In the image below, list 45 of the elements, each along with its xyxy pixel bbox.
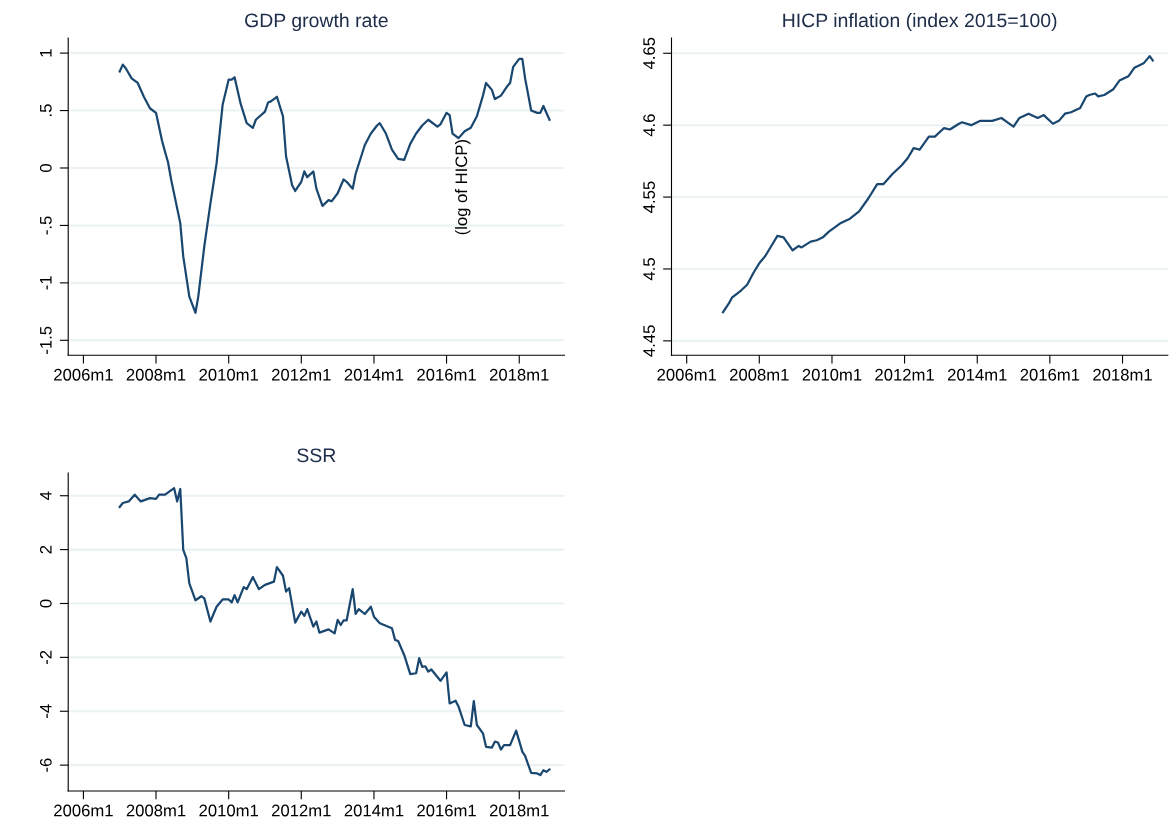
x-tick-label: 2016m1: [417, 804, 476, 817]
y-tick-label: 4.55: [643, 181, 656, 213]
x-tick-label: 2006m1: [54, 804, 113, 817]
y-tick-label: 0: [39, 599, 52, 608]
y-tick-label: 4.65: [643, 37, 656, 70]
x-tick-label: 2014m1: [344, 804, 404, 817]
y-tick-label: 4.5: [643, 258, 656, 281]
chart-title: GDP growth rate: [245, 12, 388, 32]
y-tick-label: 1: [40, 49, 52, 57]
y-tick-label: 2: [39, 545, 52, 554]
x-tick-label: 2010m1: [199, 368, 258, 381]
x-tick-label: 2006m1: [54, 368, 113, 381]
y-tick-label: -4: [40, 704, 52, 718]
y-tick-label: -2: [39, 650, 52, 665]
y-tick-label: 0: [39, 164, 52, 172]
line-series: [118, 57, 551, 314]
x-tick-label: 2008m1: [126, 368, 186, 381]
y-tick-label: .5: [40, 104, 52, 116]
x-tick-label: 2016m1: [417, 368, 476, 381]
x-tick-label: 2008m1: [126, 804, 186, 817]
x-tick-label: 2012m1: [272, 368, 331, 381]
y-tick-label: -6: [39, 758, 52, 772]
y-tick-label: -.5: [40, 216, 52, 235]
x-tick-label: 2018m1: [489, 368, 549, 381]
x-tick-label: 2010m1: [802, 368, 862, 381]
x-tick-label: 2006m1: [657, 368, 717, 381]
x-tick-label: 2012m1: [272, 804, 331, 817]
x-tick-label: 2018m1: [489, 804, 549, 817]
line-series: [118, 487, 551, 777]
x-tick-label: 2014m1: [344, 368, 404, 381]
x-tick-label: 2012m1: [875, 368, 934, 381]
x-tick-label: 2010m1: [199, 804, 258, 817]
y-tick-label: 4.6: [643, 114, 656, 137]
chart-title: HICP inflation (index 2015=100): [783, 12, 1057, 32]
y-tick-label: 4.45: [643, 325, 656, 357]
y-tick-label: -1.5: [40, 326, 52, 354]
x-tick-label: 2016m1: [1020, 368, 1080, 381]
x-tick-label: 2008m1: [730, 368, 789, 381]
y-tick-label: 4: [40, 491, 52, 500]
line-series: [721, 55, 1154, 314]
annotation: (log of HICP): [454, 140, 471, 235]
x-tick-label: 2014m1: [947, 368, 1007, 381]
y-tick-label: -1: [40, 276, 52, 290]
x-tick-label: 2018m1: [1093, 368, 1152, 381]
chart-title: SSR: [297, 448, 336, 463]
